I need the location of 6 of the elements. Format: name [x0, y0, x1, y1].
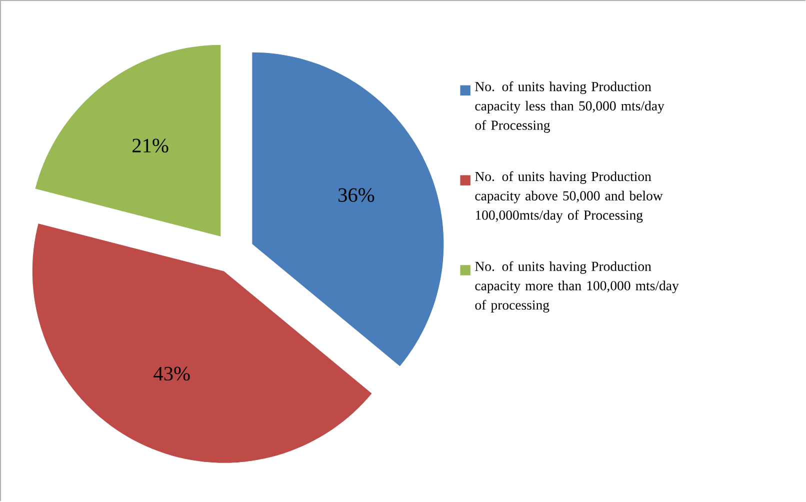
data-label: 21% — [132, 138, 168, 153]
data-label: 36% — [338, 188, 374, 202]
legend-label: No. of units having Production capacity less than 50,000 mts/day of Processing — [475, 82, 664, 133]
legend-label: No. of units having Production capacity above 50,000 and below 100,000mts/day of Processing — [475, 172, 663, 223]
legend-label: No. of units having Production capacity more than 100,000 mts/day of processing — [475, 261, 679, 313]
data-label: 43% — [154, 367, 190, 381]
